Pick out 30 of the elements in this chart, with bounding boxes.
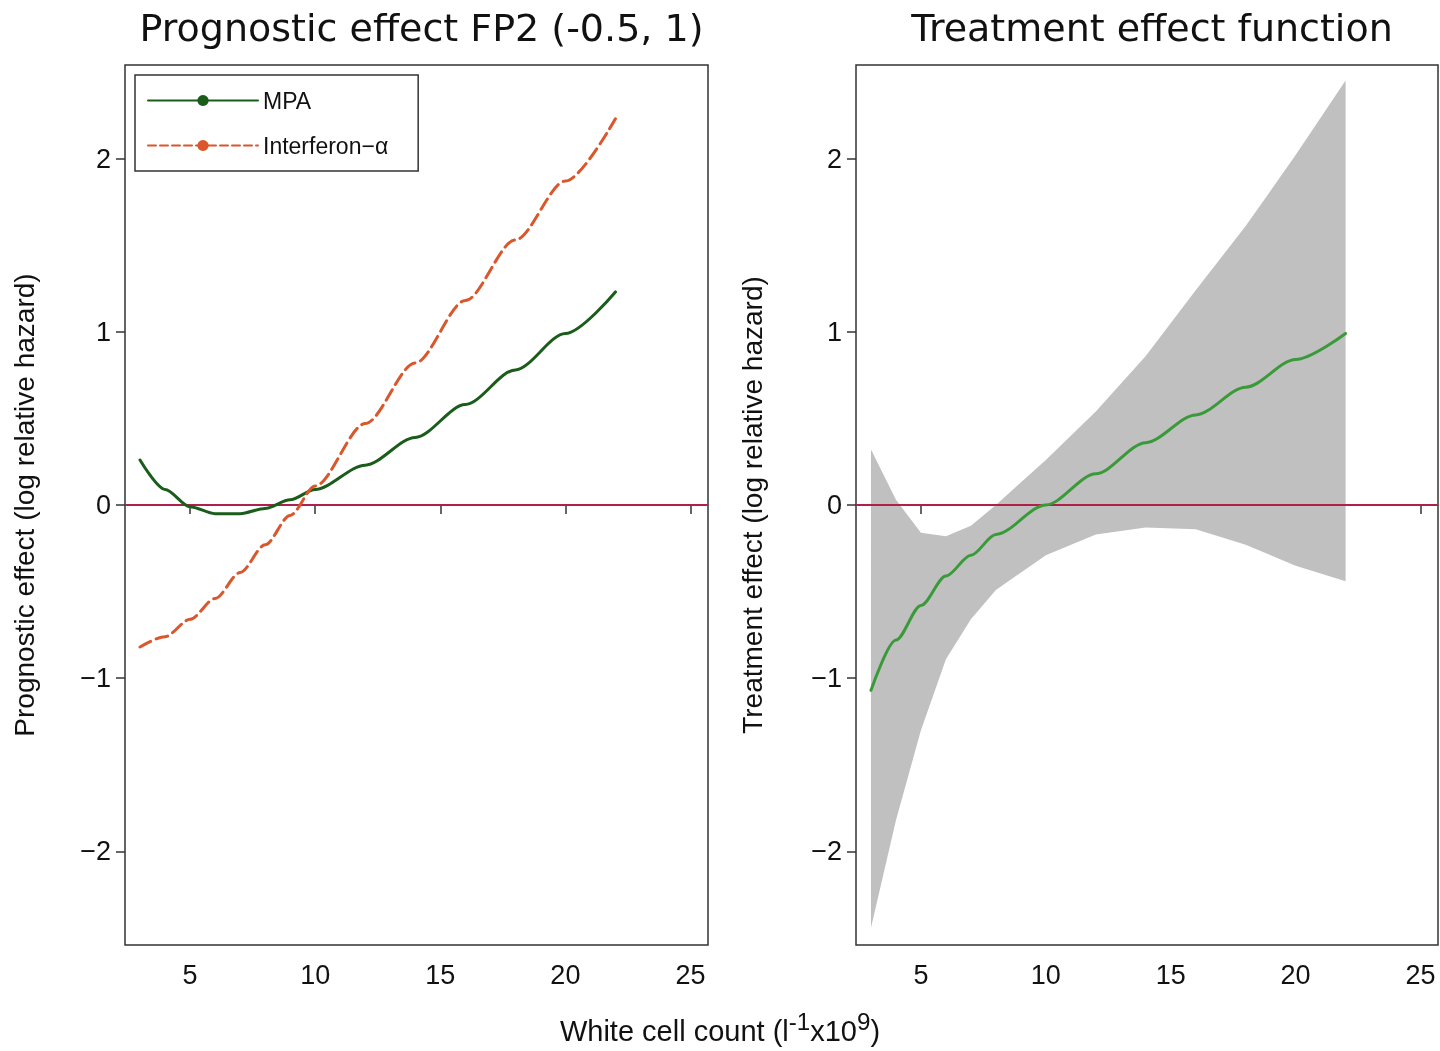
y-tick-label: −2 bbox=[80, 836, 111, 867]
line-series bbox=[869, 332, 1348, 692]
y-tick-label: 0 bbox=[95, 490, 111, 520]
y-axis-title: Treatment effect (log relative hazard) bbox=[736, 276, 768, 734]
x-tick-label: 20 bbox=[1280, 959, 1311, 990]
y-tick-label: 2 bbox=[95, 143, 111, 174]
x-tick-label: 10 bbox=[300, 959, 331, 990]
x-tick-label: 5 bbox=[182, 959, 198, 990]
x-tick-label: 20 bbox=[550, 959, 581, 990]
y-tick-label: −1 bbox=[811, 663, 842, 694]
y-axis-title: Prognostic effect (log relative hazard) bbox=[8, 273, 40, 737]
x-axis-title: White cell count (l$^{-1}$x10$^{9}$) bbox=[558, 1008, 882, 1048]
legend-label: Interferon−α bbox=[263, 132, 389, 159]
x-tick-label: 15 bbox=[1155, 959, 1186, 990]
y-tick-label: 0 bbox=[826, 490, 842, 520]
x-tick-label: 15 bbox=[425, 959, 456, 990]
x-tick-label: 25 bbox=[675, 959, 706, 990]
legend-label: MPA bbox=[263, 87, 312, 114]
y-tick-label: −2 bbox=[811, 836, 842, 867]
chart-title: Treatment effect function bbox=[910, 6, 1393, 50]
line-series bbox=[138, 117, 617, 649]
x-tick-label: 5 bbox=[913, 959, 929, 990]
y-tick-label: 1 bbox=[95, 316, 111, 347]
chart-title: Prognostic effect FP2 (-0.5, 1) bbox=[139, 6, 704, 50]
y-tick-label: −1 bbox=[80, 663, 111, 694]
y-tick-label: 1 bbox=[826, 316, 842, 347]
x-tick-label: 25 bbox=[1405, 959, 1436, 990]
line-series bbox=[138, 290, 617, 516]
x-tick-label: 10 bbox=[1030, 959, 1061, 990]
y-tick-label: 2 bbox=[826, 143, 842, 174]
